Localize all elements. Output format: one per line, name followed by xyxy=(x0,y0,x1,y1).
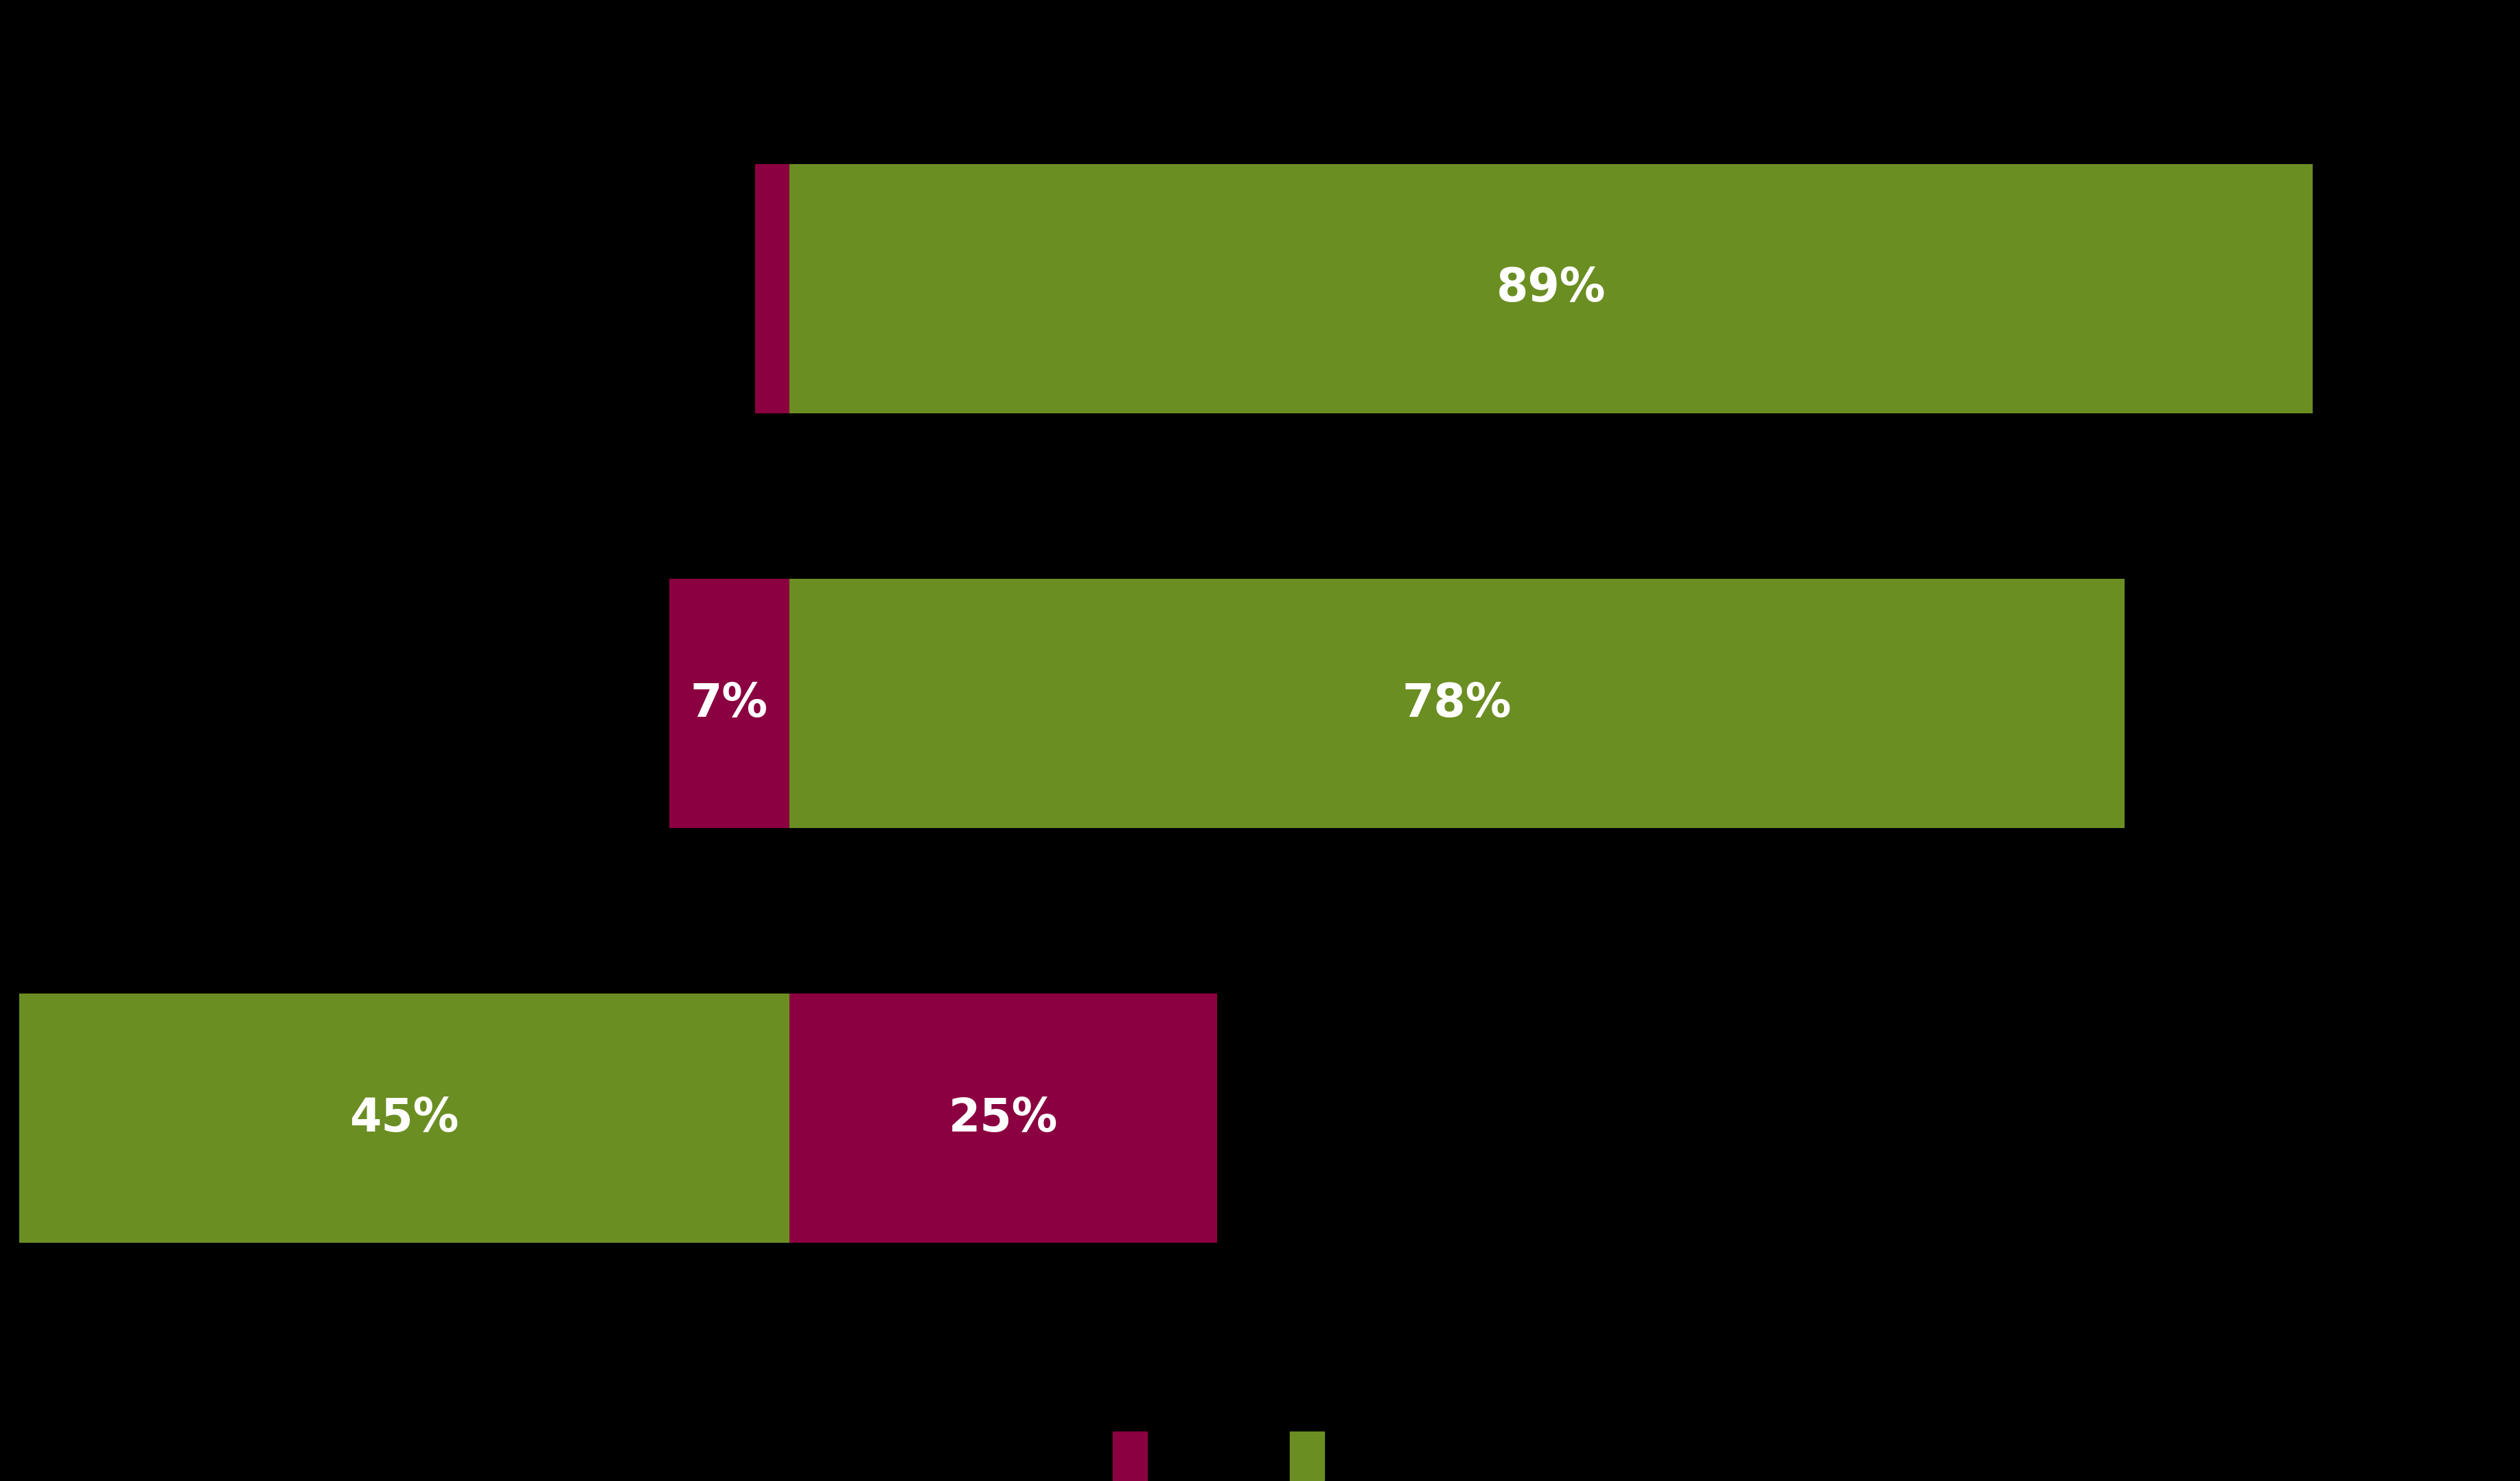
Text: 89%: 89% xyxy=(1497,267,1605,311)
Text: 7%: 7% xyxy=(690,681,769,726)
Bar xyxy=(789,164,2313,413)
Bar xyxy=(789,994,1217,1243)
Legend: No, Yes: No, Yes xyxy=(1114,1432,1406,1480)
Bar xyxy=(789,579,2124,828)
Bar xyxy=(670,579,789,828)
Bar xyxy=(20,994,789,1243)
Text: 78%: 78% xyxy=(1401,681,1512,726)
Text: 25%: 25% xyxy=(948,1096,1058,1140)
Text: 45%: 45% xyxy=(350,1096,459,1140)
Bar xyxy=(756,164,789,413)
